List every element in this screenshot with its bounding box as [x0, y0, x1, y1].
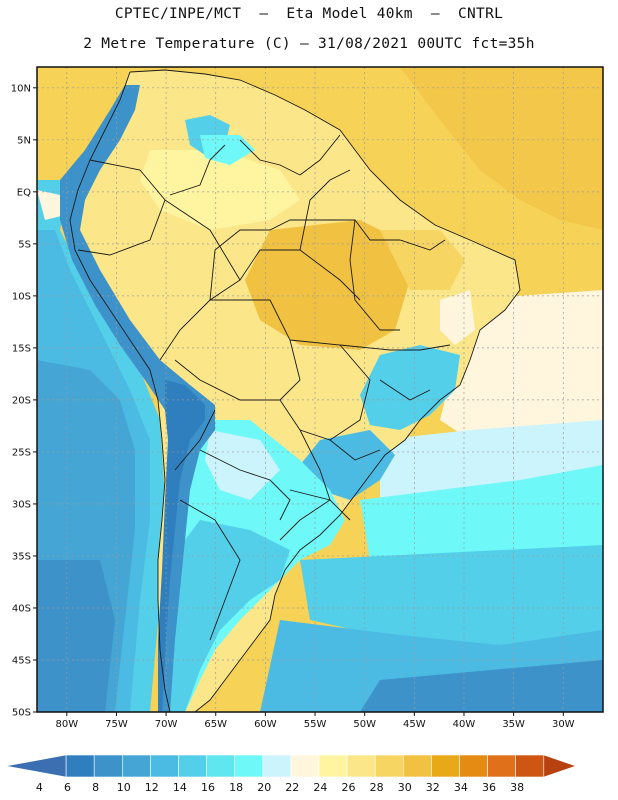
- colorbar-tick-label: 28: [370, 781, 384, 794]
- lat-label: 5S: [18, 239, 31, 250]
- colorbar-tick-label: 4: [36, 781, 43, 794]
- colorbar-tick-label: 16: [201, 781, 215, 794]
- lat-label: 15S: [12, 343, 31, 354]
- lon-label: 50W: [353, 719, 376, 730]
- colorbar-tick-label: 10: [117, 781, 131, 794]
- lat-label: 45S: [12, 655, 31, 666]
- lat-label: 50S: [12, 708, 31, 719]
- lat-label: 20S: [12, 395, 31, 406]
- colorbar-segment: [515, 754, 545, 778]
- colorbar-tick-label: 36: [482, 781, 496, 794]
- colorbar-tick-label: 34: [454, 781, 468, 794]
- colorbar-segment: [459, 754, 488, 778]
- colorbar-segment: [543, 754, 577, 778]
- country-borders: [69, 69, 521, 712]
- colorbar-tick-label: 38: [510, 781, 524, 794]
- lat-label: 10S: [12, 291, 31, 302]
- map-title: CPTEC/INPE/MCT – Eta Model 40km – CNTRL: [114, 6, 504, 22]
- temperature-colorbar: 4 6 8 10 12 14 16 18 20 22 24 26 28 30 32 34 36 38: [5, 754, 577, 794]
- lon-label: 30W: [552, 719, 575, 730]
- colorbar-tick-label: 20: [257, 781, 271, 794]
- latitude-labels: 10N 5N EQ 5S 10S 15S 20S 25S 30S 35S 40S 45S 50S: [11, 83, 37, 719]
- colorbar-tick-label: 22: [285, 781, 299, 794]
- colorbar-tick-label: 6: [64, 781, 71, 794]
- colorbar-segment: [346, 754, 376, 778]
- colorbar-tick-label: 18: [229, 781, 243, 794]
- map-subtitle: 2 Metre Temperature (C) – 31/08/2021 00U…: [83, 36, 535, 52]
- lon-label: 80W: [55, 719, 78, 730]
- colorbar-tick-label: 12: [145, 781, 159, 794]
- lon-label: 65W: [204, 719, 227, 730]
- colorbar-tick-label: 32: [426, 781, 440, 794]
- colorbar-segment: [234, 754, 264, 778]
- lat-label: 25S: [12, 447, 31, 458]
- colorbar-tick-label: 14: [173, 781, 187, 794]
- colorbar-segment: [262, 754, 292, 778]
- colorbar-segment: [487, 754, 517, 778]
- colorbar-segment: [290, 754, 320, 778]
- colorbar-segment: [374, 754, 404, 778]
- lat-label: 40S: [12, 603, 31, 614]
- colorbar-tick-label: 30: [398, 781, 412, 794]
- lat-label: EQ: [17, 187, 31, 198]
- colorbar-tick-label: 26: [342, 781, 356, 794]
- lon-label: 70W: [155, 719, 178, 730]
- lon-label: 40W: [453, 719, 476, 730]
- colorbar-segment: [206, 754, 236, 778]
- colorbar-segment: [431, 754, 460, 778]
- temperature-field: [37, 67, 603, 712]
- lat-label: 35S: [12, 551, 31, 562]
- colorbar-segment: [150, 754, 179, 778]
- lon-label: 55W: [304, 719, 327, 730]
- colorbar-segment: [122, 754, 151, 778]
- colorbar-segment: [178, 754, 207, 778]
- colorbar-segment: [402, 754, 432, 778]
- colorbar-segment: [318, 754, 348, 778]
- plot-frame: [36, 66, 604, 713]
- lon-label: 60W: [254, 719, 277, 730]
- colorbar-segment: [93, 754, 123, 778]
- lon-label: 75W: [105, 719, 128, 730]
- lat-label: 30S: [12, 499, 31, 510]
- lat-label: 5N: [17, 135, 31, 146]
- longitude-labels: 80W 75W 70W 65W 60W 55W 50W 45W 40W 35W 30W: [55, 712, 575, 730]
- lon-label: 35W: [502, 719, 525, 730]
- lon-label: 45W: [403, 719, 426, 730]
- colorbar-segment: [65, 754, 95, 778]
- colorbar-tick-label: 8: [92, 781, 99, 794]
- colorbar-tick-label: 24: [313, 781, 327, 794]
- colorbar-segment: [5, 754, 67, 778]
- lat-label: 10N: [11, 83, 31, 94]
